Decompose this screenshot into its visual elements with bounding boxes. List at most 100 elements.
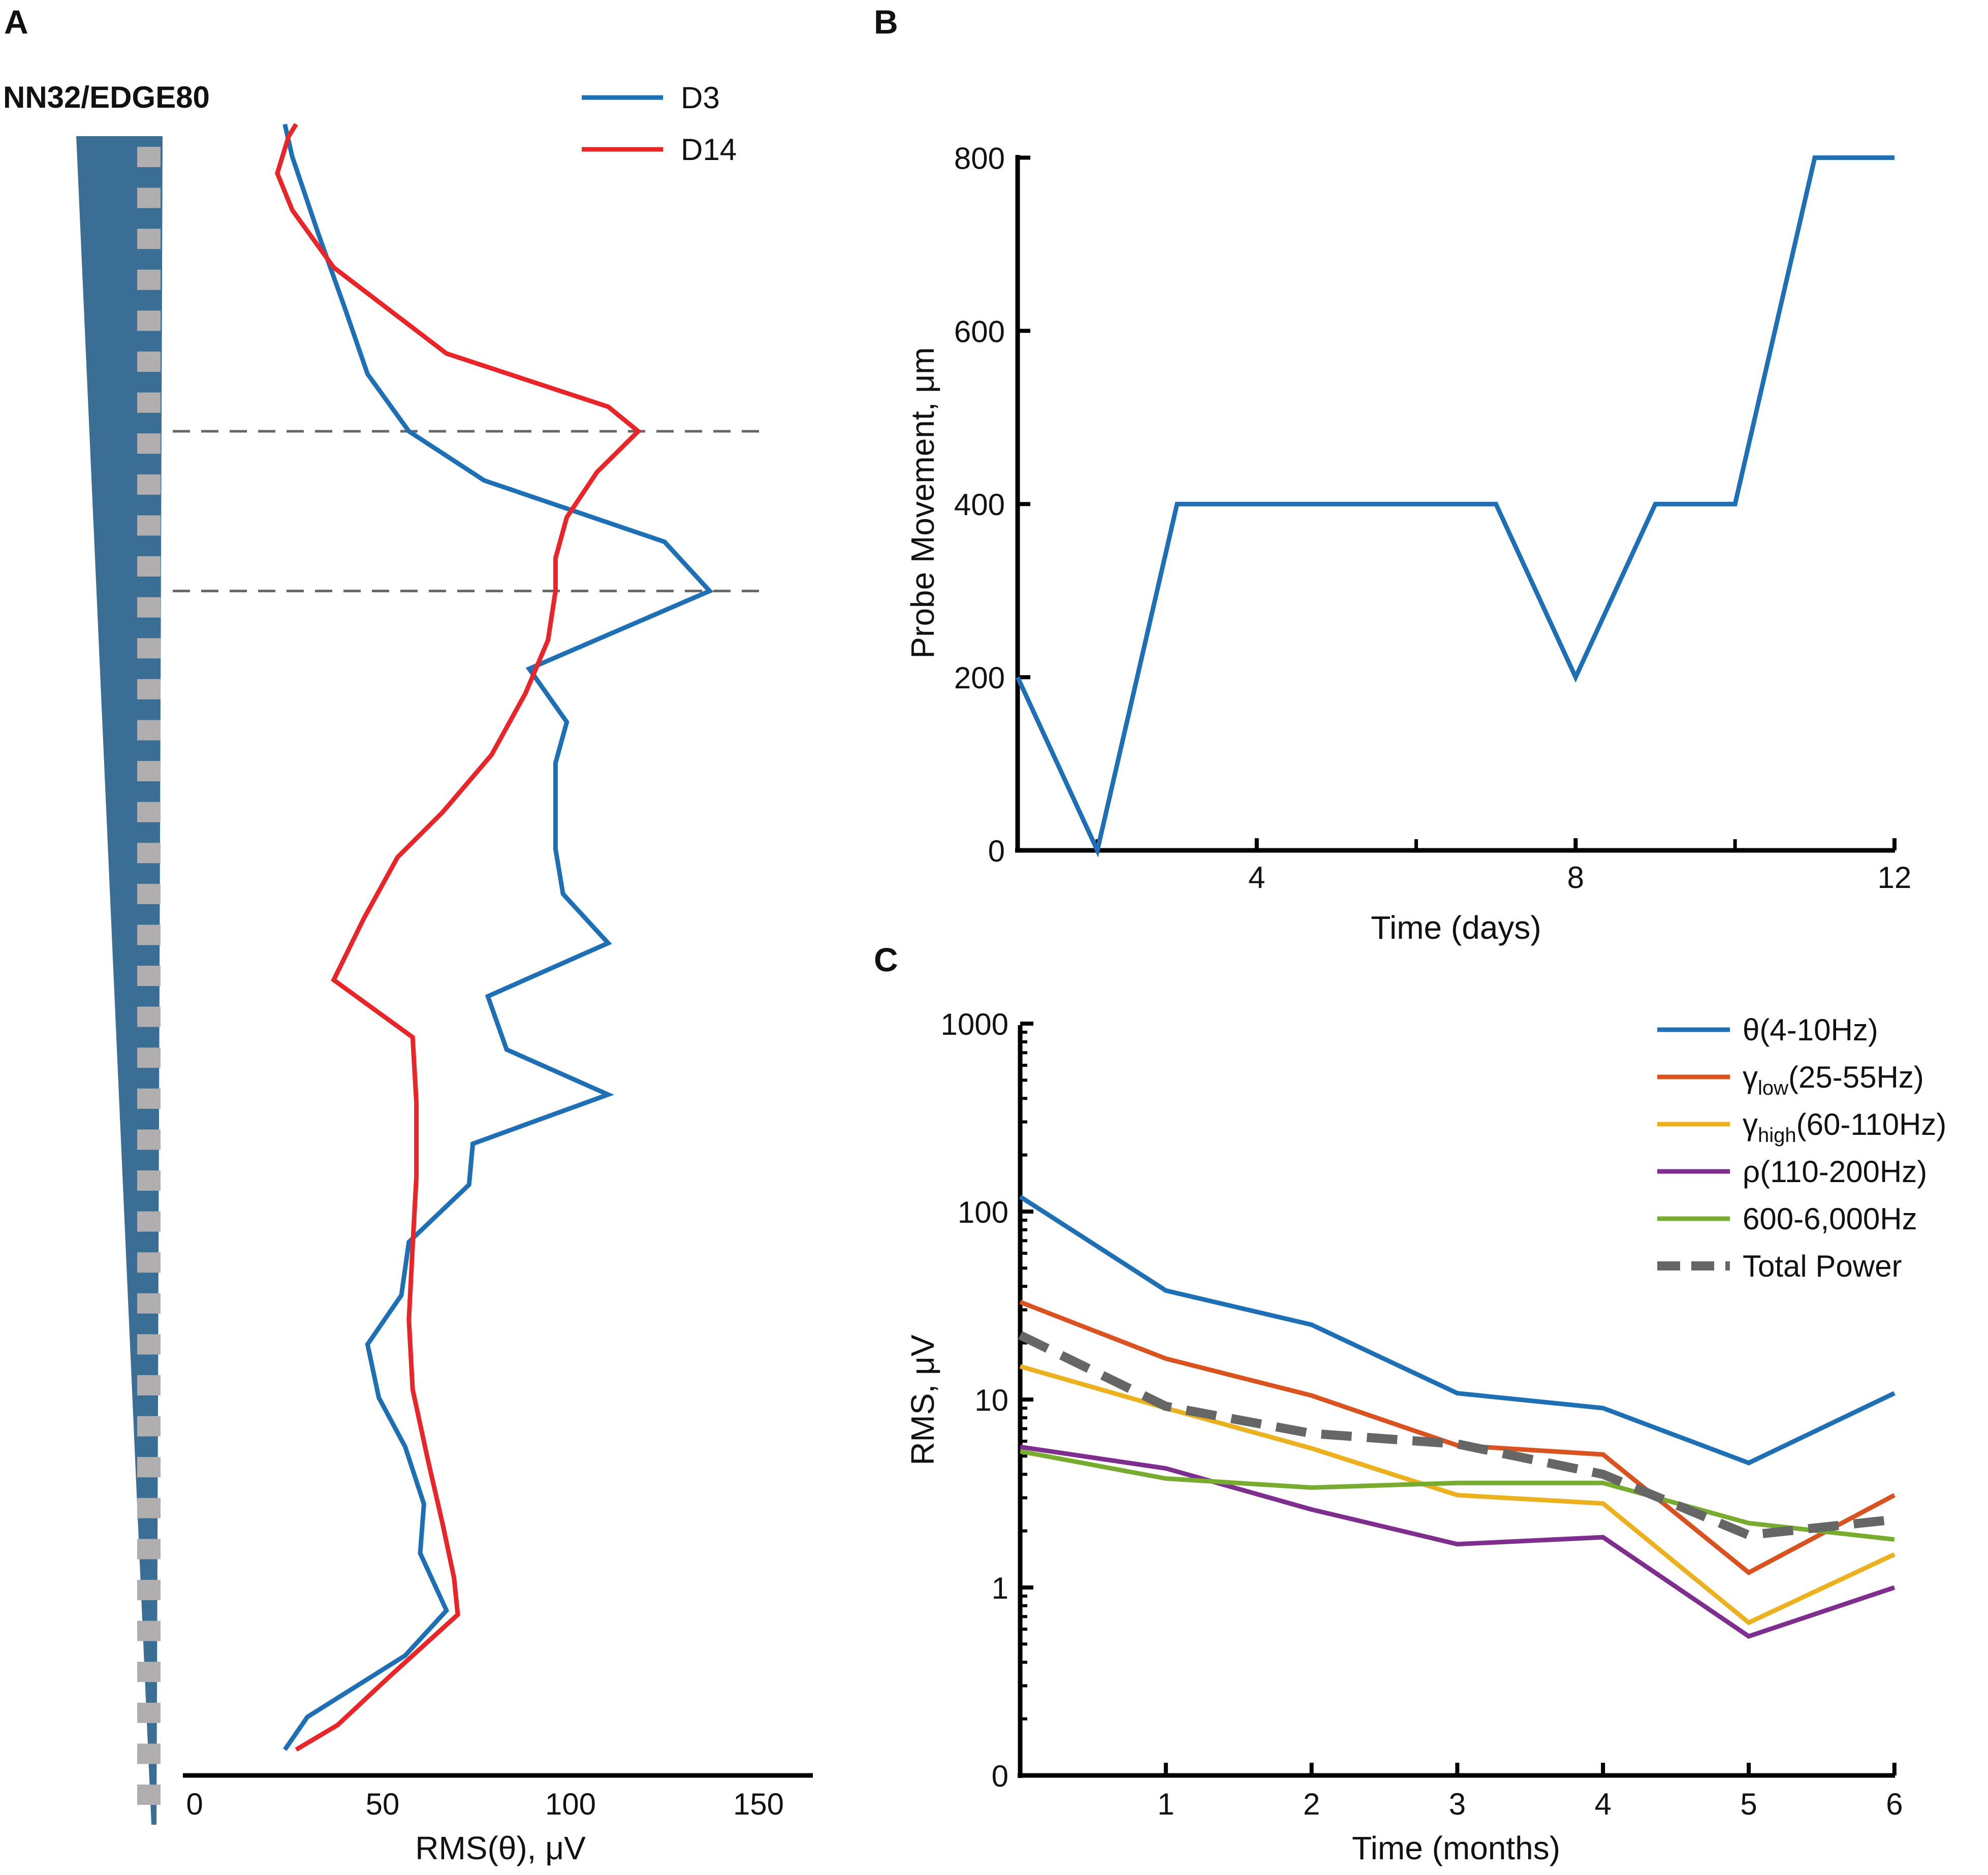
x-tick-label: 0: [186, 1787, 203, 1821]
y-tick-label: 400: [954, 488, 1005, 522]
probe-site: [137, 229, 161, 249]
probe-site: [137, 597, 161, 618]
probe-site: [137, 679, 161, 700]
x-tick-label: 2: [1303, 1787, 1320, 1821]
panel-b-ticks: 0 200 400 600 800 4 8 12: [954, 141, 1911, 895]
probe-site: [137, 720, 161, 741]
probe-site: [137, 392, 161, 413]
panel-c-x-label: Time (months): [1352, 1830, 1560, 1866]
probe-site: [137, 1702, 161, 1723]
series-line-d14: [275, 123, 642, 1752]
legend-label: θ(4-10Hz): [1743, 1013, 1878, 1047]
probe-site: [137, 1457, 161, 1478]
panel-b-x-label: Time (days): [1371, 909, 1541, 946]
y-tick-label: 800: [954, 141, 1005, 175]
series-line: [1019, 1299, 1896, 1576]
probe-site: [137, 1334, 161, 1355]
series-line: [1019, 1364, 1896, 1626]
y-tick-label: 1: [992, 1571, 1008, 1605]
legend-label: ρ(110-200Hz): [1743, 1155, 1927, 1189]
probe-site: [137, 515, 161, 536]
legend-label: Total Power: [1743, 1249, 1902, 1283]
probe-site: [137, 802, 161, 822]
panel-a-chart: NN32/EDGE80 0 50 100 150 RMS(θ), μV D3 D14: [3, 80, 813, 1866]
probe-site: [137, 966, 161, 986]
probe-site: [137, 147, 161, 167]
y-tick-label: 100: [958, 1195, 1008, 1229]
probe-site: [137, 474, 161, 495]
probe-site: [137, 1129, 161, 1150]
probe-site: [137, 1498, 161, 1518]
x-tick-label: 4: [1595, 1787, 1612, 1821]
y-tick-label: 0: [992, 1759, 1008, 1793]
probe-site: [137, 843, 161, 864]
probe-site: [137, 1539, 161, 1560]
x-tick-label: 3: [1449, 1787, 1466, 1821]
probe-site: [137, 1620, 161, 1641]
panel-a-x-ticks: 0 50 100 150: [186, 1787, 784, 1821]
y-tick-label: 10: [974, 1383, 1008, 1417]
x-tick-label: 12: [1878, 861, 1912, 895]
probe-site: [137, 1211, 161, 1232]
reference-lines: [173, 430, 765, 592]
x-tick-label: 6: [1886, 1787, 1903, 1821]
series-line-d3: [282, 123, 714, 1751]
y-tick-label: 600: [954, 314, 1005, 348]
x-tick-label: 100: [545, 1787, 596, 1821]
series-line: [1019, 1194, 1896, 1466]
legend-label: 600-6,000Hz: [1743, 1202, 1917, 1236]
probe-site: [137, 310, 161, 331]
panel-a-x-label: RMS(θ), μV: [415, 1830, 586, 1866]
panel-c-series: [1018, 1194, 1896, 1639]
probe-sites: [137, 147, 161, 1805]
probe-site: [137, 638, 161, 659]
probe-site: [137, 1293, 161, 1314]
probe-site: [137, 1047, 161, 1068]
probe-site: [137, 187, 161, 208]
x-tick-label: 50: [366, 1787, 400, 1821]
panel-b-y-label: Probe Movement, μm: [904, 347, 941, 658]
probe-site: [137, 1416, 161, 1437]
panel-b-series: [1015, 155, 1895, 857]
legend-label: D14: [681, 133, 737, 167]
probe-site: [137, 1088, 161, 1109]
probe-site: [137, 556, 161, 577]
probe-site: [137, 883, 161, 904]
probe-site: [137, 761, 161, 781]
probe-site: [137, 1580, 161, 1600]
panel-c-ticks: 0 1 10 100 1000 1 2 3 4 5 6: [941, 1007, 1903, 1821]
probe-site: [137, 269, 161, 290]
y-tick-label: 0: [988, 834, 1005, 868]
probe-site: [137, 1785, 161, 1805]
probe-site: [137, 1662, 161, 1682]
panel-letter-c: C: [874, 941, 898, 978]
panel-b-chart: 0 200 400 600 800 4 8 12 Time (days) Probe Move…: [904, 141, 1911, 946]
y-tick-label: 1000: [941, 1007, 1008, 1041]
legend-label: γlow(25-55Hz): [1743, 1060, 1924, 1099]
series-line: [1018, 1331, 1895, 1540]
legend-label: D3: [681, 81, 720, 115]
panel-a-legend: D3 D14: [582, 81, 737, 167]
x-tick-label: 1: [1157, 1787, 1174, 1821]
panel-a-series: [275, 123, 714, 1752]
x-tick-label: 8: [1567, 861, 1584, 895]
x-tick-label: 4: [1248, 861, 1265, 895]
probe-site: [137, 1006, 161, 1027]
probe-site: [137, 1375, 161, 1395]
probe-site: [137, 1743, 161, 1764]
x-tick-label: 150: [733, 1787, 784, 1821]
probe-label: NN32/EDGE80: [3, 80, 210, 114]
x-tick-label: 5: [1740, 1787, 1757, 1821]
legend-label: γhigh(60-110Hz): [1743, 1107, 1946, 1147]
panel-c-y-label: RMS, μV: [904, 1334, 941, 1466]
series-line: [1020, 1444, 1896, 1639]
probe-site: [137, 352, 161, 372]
probe-site: [137, 925, 161, 945]
panel-letter-b: B: [874, 3, 898, 41]
panel-c-legend: θ(4-10Hz) γlow(25-55Hz) γhigh(60-110Hz) ρ(1…: [1657, 1013, 1946, 1283]
probe-site: [137, 1170, 161, 1191]
probe-site: [137, 1252, 161, 1273]
probe-site: [137, 433, 161, 454]
series-line: [1020, 1449, 1895, 1542]
